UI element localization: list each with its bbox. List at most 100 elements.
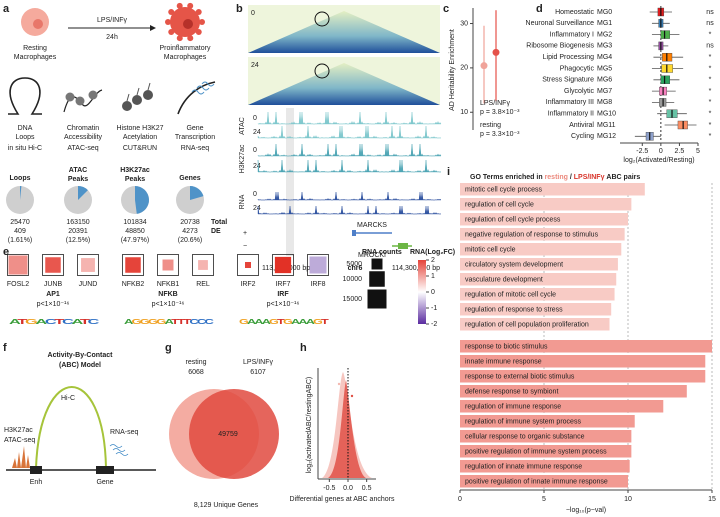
panel-letter: e — [3, 246, 9, 258]
label: 20391 — [68, 228, 88, 235]
cell-spike — [176, 35, 183, 42]
expression-square — [162, 259, 174, 271]
label: (47.97%) — [121, 237, 149, 244]
bar — [460, 213, 628, 226]
bar — [460, 415, 635, 428]
label: chr6 — [348, 265, 363, 272]
label: FOSL2 — [7, 281, 29, 288]
label: Accessibility — [64, 134, 103, 141]
label: RNA-seq — [110, 429, 139, 436]
label: Stress Signature — [542, 77, 594, 84]
label: ns — [706, 20, 714, 27]
pie-slice — [20, 186, 22, 200]
y-tick-label: 30 — [460, 20, 468, 27]
hic-map — [248, 11, 440, 53]
motif-letter: T — [80, 319, 92, 326]
label: MG12 — [597, 133, 616, 140]
label: CUT&RUN — [123, 145, 157, 152]
label: ATAC — [239, 117, 246, 135]
icon-histone — [143, 90, 153, 100]
colorbar — [418, 260, 426, 324]
label: MG3 — [597, 43, 612, 50]
motif-letter: G — [140, 319, 151, 326]
label: IRF — [277, 291, 289, 298]
label: MG11 — [597, 122, 616, 129]
label: * — [709, 65, 712, 72]
label: ATAC-seq — [4, 437, 35, 444]
label: (20.6%) — [178, 237, 203, 244]
label: Inflammatory I — [550, 31, 594, 38]
panel-letter: g — [165, 342, 172, 354]
label: Macrophages — [164, 54, 207, 61]
motif-letter: T — [17, 319, 29, 326]
label: IRF2 — [240, 281, 255, 288]
motif-letter: G — [132, 319, 143, 326]
bar — [460, 355, 706, 368]
bar-label: defense response to symbiont — [465, 388, 558, 395]
motif-letter: A — [262, 319, 271, 326]
label: NFKB2 — [122, 281, 145, 288]
bar-label: vasculature development — [465, 276, 543, 283]
label: Phagocytic — [560, 65, 595, 72]
label: (12.5%) — [66, 237, 91, 244]
expression-square — [309, 256, 327, 274]
motif-letter: G — [148, 319, 159, 326]
bar — [460, 445, 632, 458]
rna-wave — [115, 452, 129, 456]
label: 0 — [253, 147, 257, 154]
label: Loops — [10, 175, 31, 182]
bar — [460, 288, 615, 301]
expression-square — [81, 258, 95, 272]
label: Proinflammatory — [160, 45, 211, 52]
gene-exon — [352, 230, 356, 236]
label: 4273 — [182, 228, 198, 235]
label: H3K27ac — [239, 144, 246, 173]
label: * — [709, 111, 712, 118]
label: Antiviral — [569, 122, 594, 129]
gene-box — [122, 254, 144, 276]
bar-label: positive regulation of innate immune res… — [465, 478, 608, 485]
track-signal — [257, 111, 442, 125]
x-tick-label: 0 — [458, 496, 462, 503]
label: Peaks — [125, 176, 145, 183]
pie-slice — [190, 186, 204, 200]
bar — [460, 198, 632, 211]
motif-letter: G — [156, 319, 167, 326]
motif-letter: A — [124, 319, 133, 326]
title-part: / — [568, 174, 574, 181]
label: MG2 — [597, 31, 612, 38]
track-signal — [257, 205, 442, 215]
label: 24 — [251, 62, 259, 69]
title-part: GO Terms enriched in — [470, 174, 545, 181]
label: 24 — [253, 129, 261, 136]
motif-letter: T — [54, 319, 66, 326]
hic-loop — [314, 11, 330, 27]
gene-box — [7, 254, 29, 276]
track-signal — [257, 143, 442, 157]
label: Loops — [15, 134, 35, 141]
motif-letter: G — [269, 319, 280, 326]
hic-loop — [314, 63, 330, 79]
icon-mark — [136, 87, 140, 96]
track-signal — [257, 159, 442, 173]
label: Cycling — [571, 133, 594, 140]
point — [480, 62, 488, 70]
motif-letter: C — [197, 319, 206, 326]
label: 0 — [253, 191, 257, 198]
title-part: LPS/INFγ — [574, 174, 605, 181]
label: p = 3.3×10⁻³ — [480, 131, 520, 138]
bar-label: regulation of cell cycle process — [465, 216, 561, 223]
x-tick-label: 0 — [659, 148, 663, 155]
motif-letter: A — [72, 319, 84, 326]
gene-box — [272, 254, 294, 276]
label: 6107 — [250, 369, 266, 376]
bar — [460, 400, 664, 413]
bar — [460, 340, 712, 353]
motif-letter: C — [189, 319, 198, 326]
x-tick-label: -2.5 — [636, 148, 648, 155]
label: Chromatin — [67, 125, 99, 132]
label: 24 — [253, 163, 261, 170]
icon-histone — [132, 95, 142, 105]
label: Macrophages — [14, 54, 57, 61]
motif-letter: T — [171, 319, 180, 326]
